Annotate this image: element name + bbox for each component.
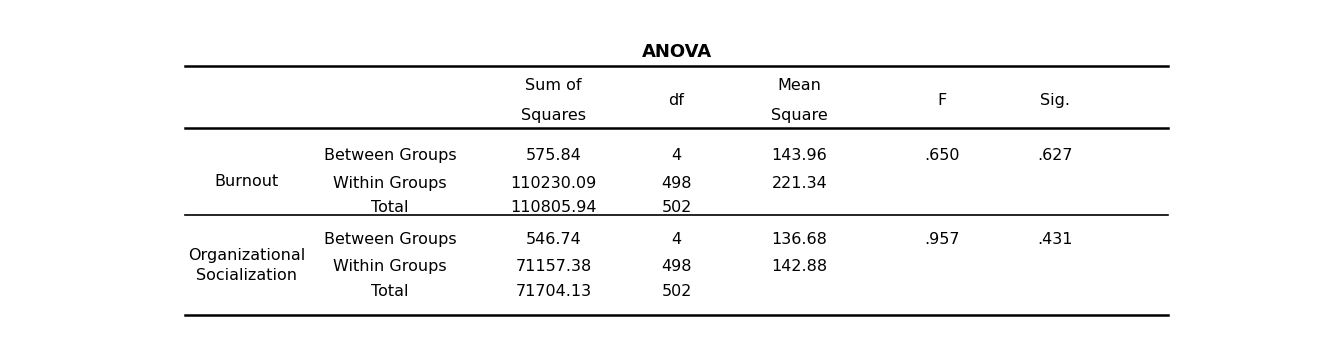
Text: 110230.09: 110230.09	[511, 176, 597, 191]
Text: 71157.38: 71157.38	[516, 260, 591, 275]
Text: Burnout: Burnout	[215, 174, 279, 189]
Text: 4: 4	[672, 232, 681, 247]
Text: 502: 502	[661, 284, 692, 299]
Text: 4: 4	[672, 148, 681, 163]
Text: Mean: Mean	[777, 78, 821, 93]
Text: Sum of: Sum of	[525, 78, 582, 93]
Text: df: df	[668, 93, 685, 108]
Text: 546.74: 546.74	[525, 232, 582, 247]
Text: 502: 502	[661, 200, 692, 215]
Text: 136.68: 136.68	[771, 232, 828, 247]
Text: Sig.: Sig.	[1040, 93, 1071, 108]
Text: 143.96: 143.96	[771, 148, 828, 163]
Text: 71704.13: 71704.13	[516, 284, 591, 299]
Text: Squares: Squares	[521, 108, 586, 123]
Text: Total: Total	[371, 200, 409, 215]
Text: Total: Total	[371, 284, 409, 299]
Text: 221.34: 221.34	[771, 176, 828, 191]
Text: Between Groups: Between Groups	[323, 148, 457, 163]
Text: .957: .957	[925, 232, 960, 247]
Text: Square: Square	[771, 108, 828, 123]
Text: .650: .650	[925, 148, 960, 163]
Text: Within Groups: Within Groups	[333, 176, 447, 191]
Text: 110805.94: 110805.94	[511, 200, 597, 215]
Text: Between Groups: Between Groups	[323, 232, 457, 247]
Text: Within Groups: Within Groups	[333, 260, 447, 275]
Text: .627: .627	[1038, 148, 1073, 163]
Text: ANOVA: ANOVA	[642, 44, 711, 61]
Text: Organizational
Socialization: Organizational Socialization	[189, 248, 305, 283]
Text: 142.88: 142.88	[771, 260, 828, 275]
Text: 575.84: 575.84	[525, 148, 582, 163]
Text: 498: 498	[661, 260, 692, 275]
Text: 498: 498	[661, 176, 692, 191]
Text: .431: .431	[1038, 232, 1073, 247]
Text: F: F	[937, 93, 948, 108]
